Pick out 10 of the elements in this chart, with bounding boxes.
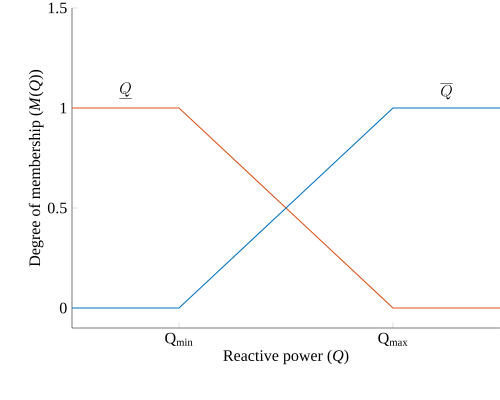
x-axis-title: Reactive power (Q) xyxy=(223,350,348,364)
x-tick-label: Q$_{min}$ xyxy=(165,332,193,346)
y-tick-label: 0.5 xyxy=(48,202,67,214)
y-tick-label: 1.5 xyxy=(48,2,67,14)
series-label: $\overline{Q}$ xyxy=(440,83,453,100)
y-tick-label: 1 xyxy=(60,102,66,114)
x-tick-label: Q$_{max}$ xyxy=(378,332,408,346)
series-label: $\underline{Q}$ xyxy=(119,82,132,98)
y-axis-title: Degree of membership (M(Q)) xyxy=(28,70,44,266)
y-tick-label: 0 xyxy=(60,302,67,314)
